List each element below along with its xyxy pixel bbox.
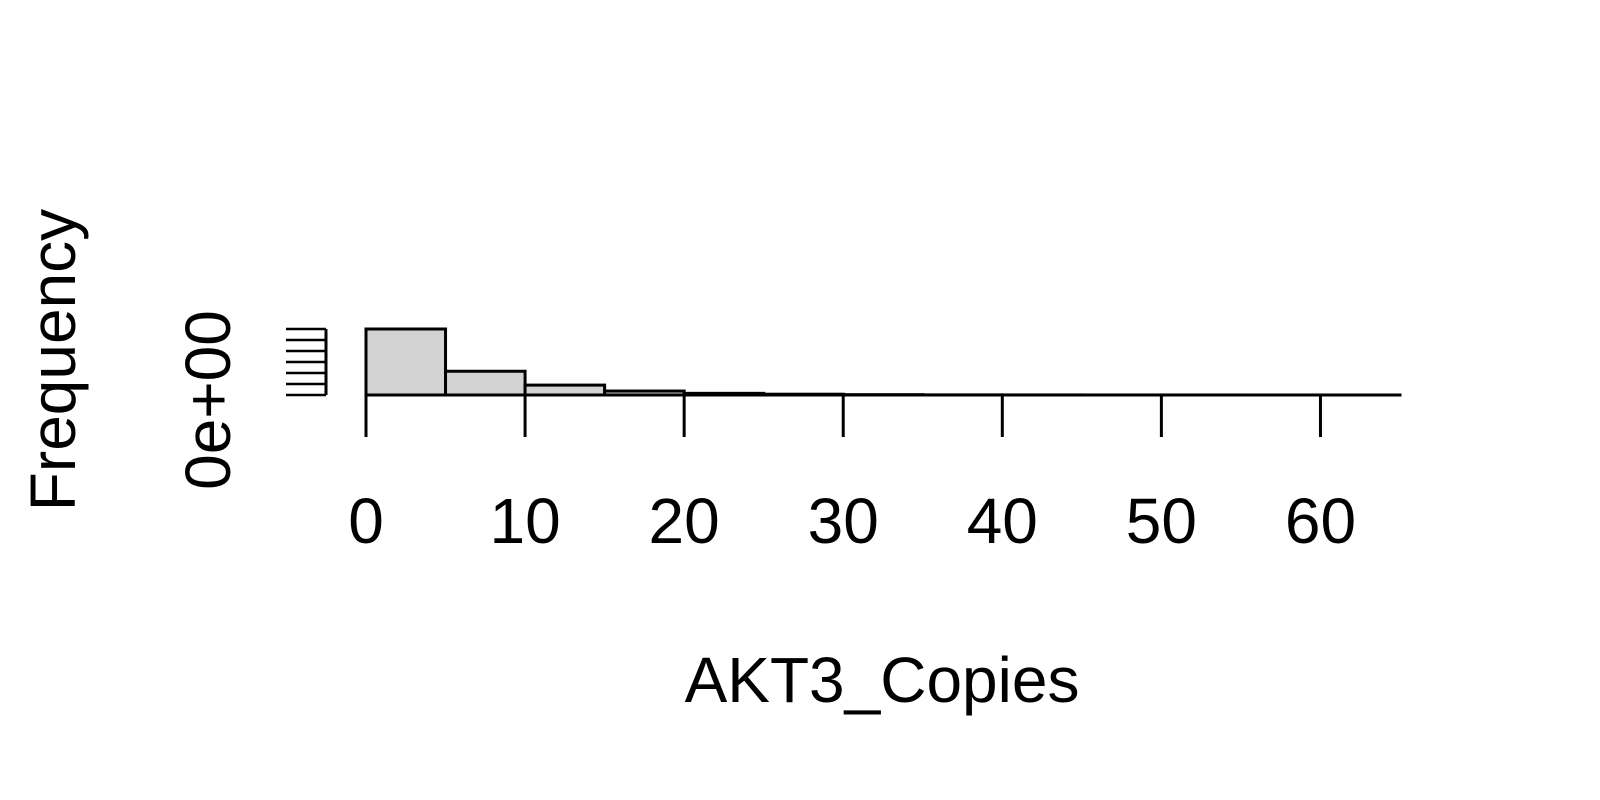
histogram-bar bbox=[364, 327, 448, 397]
x-axis-tick-label: 10 bbox=[489, 485, 560, 557]
y-axis-title: Frequency bbox=[17, 209, 89, 511]
x-axis: 0 10 20 30 40 50 60 bbox=[348, 395, 1356, 557]
y-axis: 0e+00 bbox=[172, 310, 328, 490]
y-axis-tick-label: 0e+00 bbox=[172, 310, 244, 490]
x-axis-tick-label: 50 bbox=[1126, 485, 1197, 557]
histogram-bar bbox=[444, 369, 527, 397]
x-axis-tick-label: 60 bbox=[1285, 485, 1356, 557]
x-axis-tick-label: 40 bbox=[967, 485, 1038, 557]
x-axis-tick-label: 0 bbox=[348, 485, 384, 557]
x-axis-title: AKT3_Copies bbox=[685, 644, 1080, 716]
x-axis-tick-label: 20 bbox=[649, 485, 720, 557]
x-axis-tick-label: 30 bbox=[808, 485, 879, 557]
histogram-bars bbox=[364, 327, 1402, 397]
